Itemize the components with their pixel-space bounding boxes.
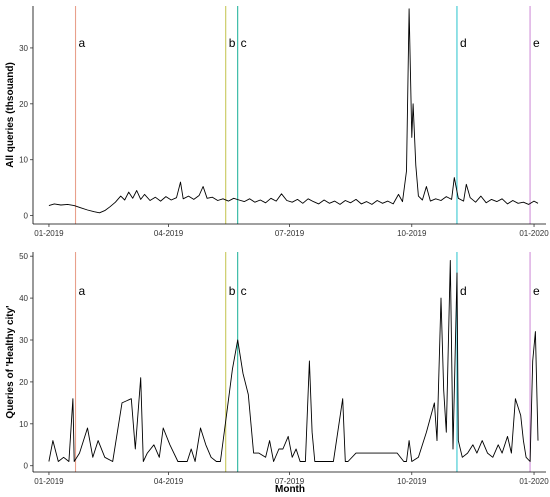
bottom-x-tick-label: 07-2019 <box>275 477 305 486</box>
bottom-event-label-c: c <box>241 284 247 298</box>
bottom-event-label-e: e <box>533 284 540 298</box>
top-y-tick-label: 10 <box>19 156 28 165</box>
top-event-label-d: d <box>460 36 467 50</box>
top-y-axis-title: All queries (thsouand) <box>5 62 16 168</box>
top-x-tick-label: 04-2019 <box>154 229 184 238</box>
bottom-plot-background <box>33 252 546 472</box>
top-y-tick-label: 20 <box>19 100 28 109</box>
top-x-tick-label: 07-2019 <box>275 229 305 238</box>
top-x-tick-label: 01-2019 <box>34 229 64 238</box>
bottom-event-label-d: d <box>460 284 467 298</box>
top-event-label-a: a <box>79 36 86 50</box>
top-series-line <box>48 8 539 214</box>
top-x-tick-label: 10-2019 <box>397 229 427 238</box>
bottom-y-axis-title: Queries of 'Healthy city' <box>5 305 16 418</box>
bottom-x-tick-label: 10-2019 <box>397 477 427 486</box>
top-y-tick-label: 30 <box>19 44 28 53</box>
bottom-event-label-b: b <box>229 284 236 298</box>
bottom-y-tick-label: 30 <box>19 336 28 345</box>
top-y-tick-label: 0 <box>24 212 29 221</box>
bottom-series <box>48 259 539 462</box>
bottom-x-axis-title: Month <box>275 484 305 495</box>
bottom-y-tick-label: 20 <box>19 378 28 387</box>
top-event-label-b: b <box>229 36 236 50</box>
top-x-tick-label: 01-2020 <box>519 229 549 238</box>
top-event-label-c: c <box>241 36 247 50</box>
bottom-x-tick-label: 01-2019 <box>34 477 64 486</box>
bottom-x-tick-label: 01-2020 <box>519 477 549 486</box>
bottom-y-tick-label: 50 <box>19 252 28 261</box>
bottom-y-tick-label: 0 <box>24 462 29 471</box>
bottom-series-line <box>48 259 539 462</box>
bottom-y-tick-label: 10 <box>19 420 28 429</box>
bottom-x-tick-label: 04-2019 <box>154 477 184 486</box>
top-event-label-e: e <box>533 36 540 50</box>
bottom-y-tick-label: 40 <box>19 294 28 303</box>
bottom-axes: 0 10 20 30 40 50 01-2019 04-2019 07-2019 10-2019 0… <box>19 252 549 486</box>
top-series <box>48 8 539 214</box>
top-plot-background <box>33 6 546 224</box>
top-axes: 0 10 20 30 01-2019 04-2019 07-2019 10-2019 01-20… <box>19 6 549 238</box>
bottom-event-label-a: a <box>79 284 86 298</box>
